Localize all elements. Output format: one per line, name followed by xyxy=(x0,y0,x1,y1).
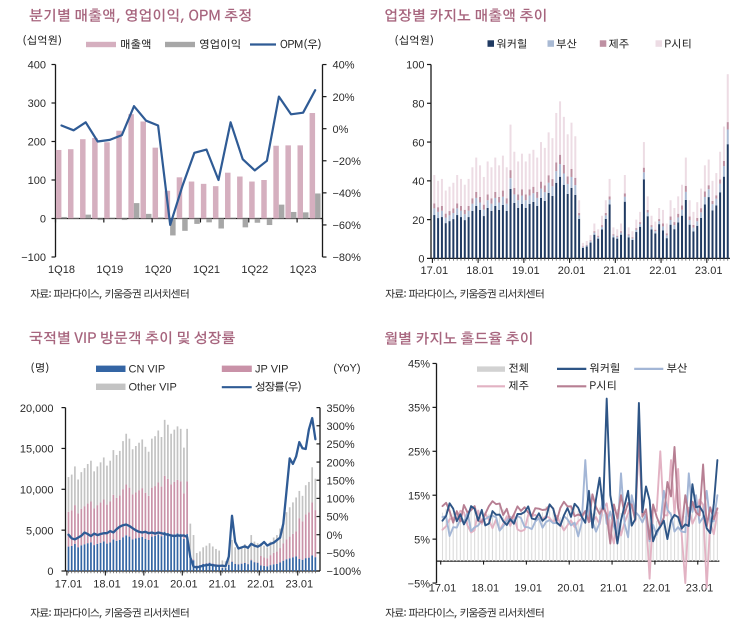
svg-text:CN VIP: CN VIP xyxy=(129,364,166,376)
svg-text:1Q22: 1Q22 xyxy=(241,264,268,276)
svg-text:200%: 200% xyxy=(327,457,355,469)
svg-text:−40%: −40% xyxy=(333,188,362,200)
svg-text:15,000: 15,000 xyxy=(20,444,54,456)
svg-text:1Q23: 1Q23 xyxy=(290,264,317,276)
svg-text:JP VIP: JP VIP xyxy=(255,364,288,376)
svg-text:300: 300 xyxy=(28,98,46,110)
svg-text:−100: −100 xyxy=(21,252,46,264)
svg-text:1Q18: 1Q18 xyxy=(48,264,75,276)
svg-text:100: 100 xyxy=(28,175,46,187)
svg-text:20.01: 20.01 xyxy=(557,583,585,595)
svg-text:40%: 40% xyxy=(333,60,355,72)
svg-text:20%: 20% xyxy=(333,92,355,104)
svg-text:1Q19: 1Q19 xyxy=(96,264,123,276)
svg-text:20.01: 20.01 xyxy=(170,579,198,591)
svg-text:40: 40 xyxy=(412,176,424,188)
svg-text:22.01: 22.01 xyxy=(649,265,677,277)
svg-text:23.01: 23.01 xyxy=(695,265,723,277)
svg-text:400: 400 xyxy=(28,60,46,72)
svg-text:23.01: 23.01 xyxy=(686,583,714,595)
svg-text:−50%: −50% xyxy=(327,548,356,560)
svg-text:1Q21: 1Q21 xyxy=(193,264,220,276)
svg-text:19.01: 19.01 xyxy=(132,579,160,591)
svg-text:60: 60 xyxy=(412,137,424,149)
svg-text:17.01: 17.01 xyxy=(421,265,449,277)
svg-text:−20%: −20% xyxy=(333,156,362,168)
svg-text:10,000: 10,000 xyxy=(20,485,54,497)
svg-text:80: 80 xyxy=(412,99,424,111)
svg-text:−100%: −100% xyxy=(327,566,362,578)
svg-text:100: 100 xyxy=(406,60,424,72)
svg-text:Other VIP: Other VIP xyxy=(129,382,177,394)
svg-text:0%: 0% xyxy=(333,124,349,136)
svg-text:(YoY): (YoY) xyxy=(333,363,360,375)
svg-text:22.01: 22.01 xyxy=(247,579,275,591)
svg-text:50%: 50% xyxy=(327,512,349,524)
svg-text:25%: 25% xyxy=(408,447,430,459)
svg-text:20,000: 20,000 xyxy=(20,403,54,415)
svg-text:18.01: 18.01 xyxy=(472,583,500,595)
svg-text:−5%: −5% xyxy=(408,578,431,590)
svg-text:−80%: −80% xyxy=(333,252,362,264)
svg-text:17.01: 17.01 xyxy=(429,583,457,595)
svg-text:18.01: 18.01 xyxy=(466,265,494,277)
svg-text:0%: 0% xyxy=(327,530,343,542)
svg-text:19.01: 19.01 xyxy=(514,583,542,595)
svg-text:0: 0 xyxy=(418,254,424,266)
svg-text:300%: 300% xyxy=(327,421,355,433)
svg-text:21.01: 21.01 xyxy=(603,265,631,277)
svg-text:250%: 250% xyxy=(327,439,355,451)
svg-text:5,000: 5,000 xyxy=(26,525,54,537)
svg-text:18.01: 18.01 xyxy=(93,579,121,591)
svg-text:5%: 5% xyxy=(414,534,430,546)
svg-text:35%: 35% xyxy=(408,403,430,415)
svg-text:200: 200 xyxy=(28,137,46,149)
svg-text:23.01: 23.01 xyxy=(286,579,314,591)
svg-text:0: 0 xyxy=(47,566,53,578)
svg-text:21.01: 21.01 xyxy=(600,583,628,595)
svg-text:45%: 45% xyxy=(408,359,430,371)
svg-text:21.01: 21.01 xyxy=(209,579,237,591)
svg-text:20: 20 xyxy=(412,215,424,227)
svg-text:−60%: −60% xyxy=(333,220,362,232)
svg-text:15%: 15% xyxy=(408,490,430,502)
svg-text:22.01: 22.01 xyxy=(643,583,671,595)
svg-text:0: 0 xyxy=(40,214,46,226)
svg-text:150%: 150% xyxy=(327,475,355,487)
svg-text:1Q20: 1Q20 xyxy=(145,264,172,276)
svg-text:17.01: 17.01 xyxy=(55,579,83,591)
svg-text:350%: 350% xyxy=(327,403,355,415)
svg-text:100%: 100% xyxy=(327,494,355,506)
svg-text:20.01: 20.01 xyxy=(558,265,586,277)
svg-text:19.01: 19.01 xyxy=(512,265,540,277)
